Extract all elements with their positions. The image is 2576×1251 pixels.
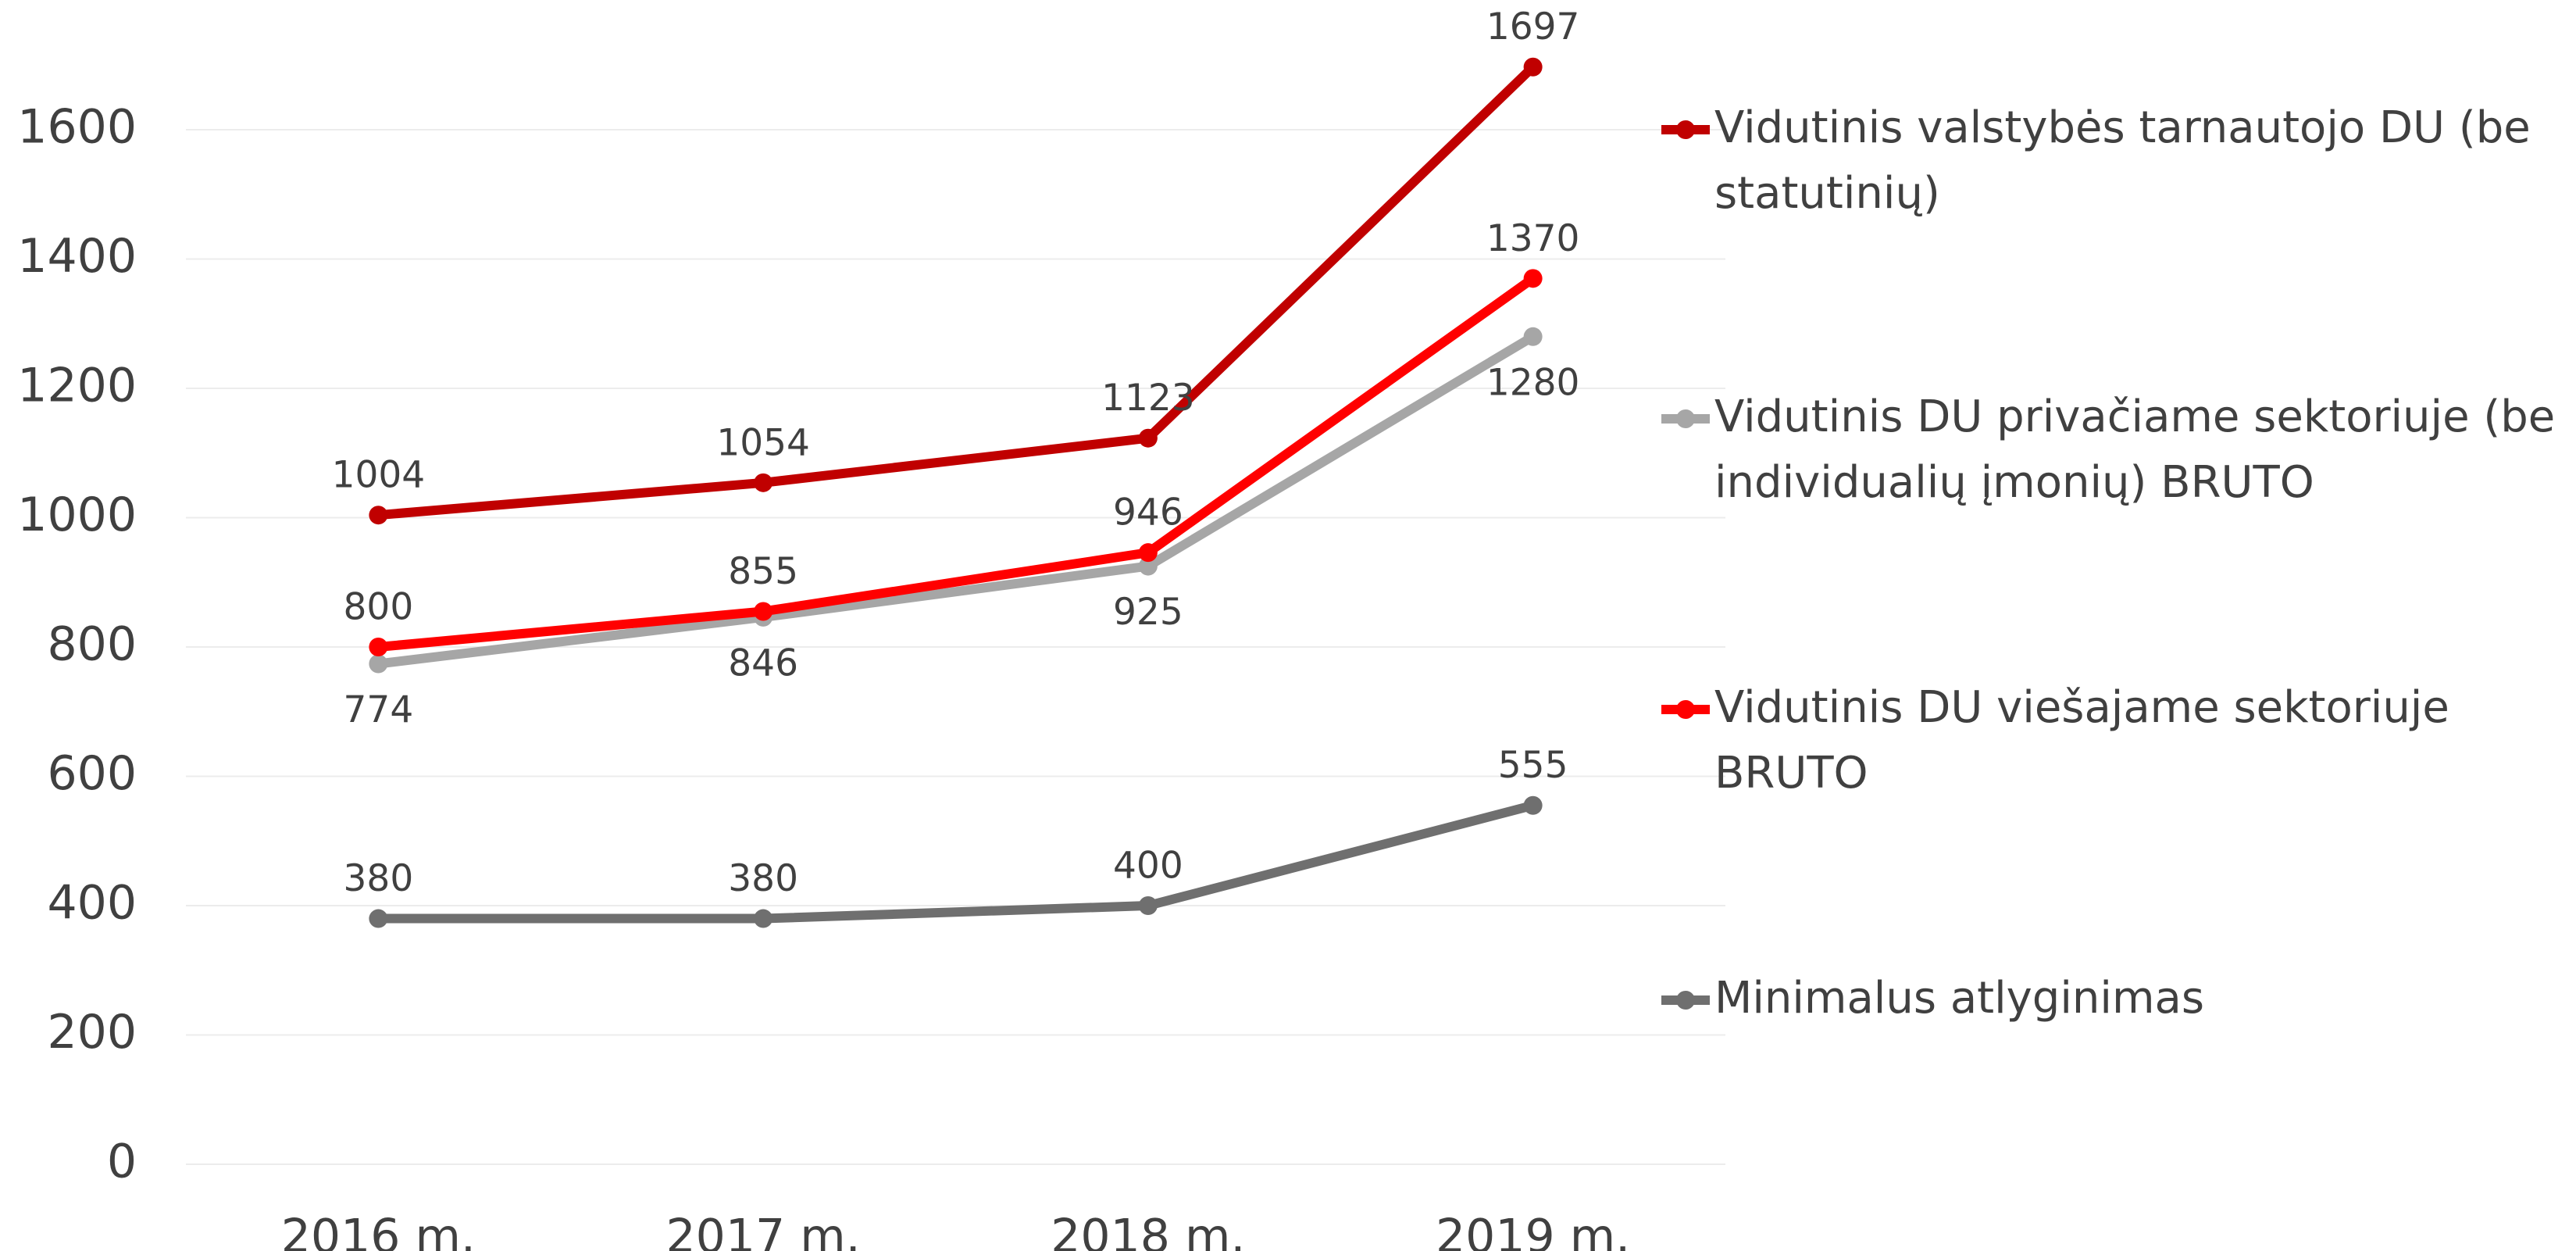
x-tick-label: 2017 m.: [665, 1210, 860, 1251]
y-tick-label: 600: [47, 746, 137, 801]
data-label: 800: [344, 586, 414, 629]
data-point: [1138, 896, 1158, 915]
legend-label: Vidutinis DU viešajame sektoriuje BRUTO: [1714, 682, 2449, 799]
x-tick-label: 2019 m.: [1436, 1210, 1630, 1251]
legend-item: Vidutinis DU viešajame sektoriuje BRUTO: [1661, 675, 2576, 806]
data-point: [369, 654, 388, 674]
data-label: 380: [344, 857, 414, 900]
data-label: 1123: [1101, 377, 1195, 420]
y-tick-label: 800: [47, 617, 137, 672]
series-line: [377, 332, 1536, 669]
data-label: 1370: [1486, 217, 1580, 260]
legend-item: Vidutinis DU privačiame sektoriuje (be i…: [1661, 384, 2576, 516]
legend-marker: [1661, 700, 1710, 719]
data-label: 946: [1113, 491, 1183, 534]
data-label: 925: [1113, 591, 1183, 634]
y-tick-label: 1600: [17, 100, 137, 155]
y-tick-label: 0: [107, 1135, 137, 1189]
data-point: [1523, 57, 1543, 77]
series-line: [377, 274, 1536, 652]
data-point: [1138, 428, 1158, 448]
legend-label: Vidutinis valstybės tarnautojo DU (be st…: [1714, 102, 2531, 219]
data-point: [369, 638, 388, 656]
data-label: 380: [728, 857, 798, 900]
y-tick-label: 400: [47, 876, 137, 931]
data-point: [1138, 543, 1158, 563]
y-tick-label: 1200: [17, 359, 137, 413]
data-label: 774: [344, 688, 414, 731]
data-point: [369, 909, 388, 928]
legend-marker: [1661, 991, 1710, 1010]
legend-marker: [1661, 409, 1710, 428]
legend-item: Vidutinis valstybės tarnautojo DU (be st…: [1661, 95, 2576, 227]
x-tick-label: 2018 m.: [1051, 1210, 1245, 1251]
data-point: [369, 506, 388, 525]
data-label: 1280: [1486, 361, 1580, 404]
legend-label: Minimalus atlyginimas: [1714, 973, 2204, 1024]
data-point: [754, 473, 773, 492]
legend-dot: [1676, 120, 1695, 139]
data-point: [1138, 556, 1158, 576]
series-line: [378, 800, 1535, 924]
legend-dot: [1676, 700, 1695, 719]
data-point: [1523, 795, 1543, 815]
legend-dot: [1676, 409, 1695, 428]
data-label: 855: [728, 550, 798, 593]
legend-dot: [1676, 991, 1695, 1010]
data-label: 400: [1113, 845, 1183, 888]
data-label: 846: [728, 642, 798, 684]
legend-label: Vidutinis DU privačiame sektoriuje (be i…: [1714, 391, 2556, 508]
legend-item: Minimalus atlyginimas: [1661, 966, 2576, 1031]
data-label: 1054: [716, 421, 810, 464]
data-label: 1004: [332, 454, 426, 497]
legend-marker: [1661, 120, 1710, 139]
series-line: [377, 63, 1536, 520]
y-tick-label: 1000: [17, 488, 137, 542]
data-label: 1697: [1486, 5, 1580, 48]
data-point: [754, 909, 773, 928]
data-point: [1523, 327, 1543, 346]
data-point: [1523, 269, 1543, 288]
y-tick-label: 1400: [17, 229, 137, 284]
x-tick-label: 2016 m.: [281, 1210, 476, 1251]
y-tick-label: 200: [47, 1005, 137, 1060]
data-point: [754, 602, 773, 621]
data-label: 555: [1498, 744, 1568, 787]
